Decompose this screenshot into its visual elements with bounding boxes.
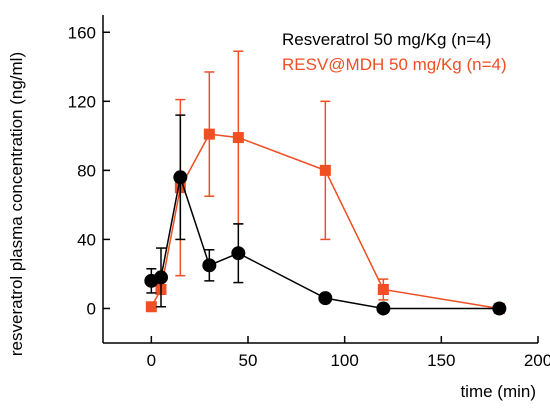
data-point — [231, 246, 246, 261]
x-tick-label: 50 — [239, 351, 258, 370]
y-tick-label: 0 — [87, 299, 96, 318]
x-tick-label: 100 — [330, 351, 358, 370]
data-point — [154, 270, 168, 285]
x-axis-label: time (min) — [460, 382, 536, 401]
y-tick-label: 40 — [77, 230, 96, 249]
y-tick-label: 120 — [68, 92, 96, 111]
data-point — [202, 258, 217, 273]
x-tick-label: 200 — [524, 351, 550, 370]
series-1 — [145, 50, 505, 314]
data-point — [203, 128, 215, 140]
data-point — [376, 301, 391, 316]
data-point — [173, 170, 188, 185]
axes: 0 40 80 120 160 0 50 100 150 200 — [68, 15, 550, 370]
x-tick-label: 150 — [427, 351, 455, 370]
y-axis-label: resveratrol plasma concentration (ng/ml) — [7, 52, 26, 356]
series-0 — [144, 114, 507, 316]
legend-label-1: RESV@MDH 50 mg/Kg (n=4) — [282, 55, 507, 74]
data-point — [377, 283, 389, 295]
legend: Resveratrol 50 mg/Kg (n=4) RESV@MDH 50 mg… — [282, 30, 507, 74]
x-tick-label: 0 — [147, 351, 156, 370]
y-tick-label: 80 — [77, 161, 96, 180]
y-tick-label: 160 — [68, 23, 96, 42]
data-point — [318, 291, 333, 306]
data-point — [492, 301, 507, 316]
legend-label-0: Resveratrol 50 mg/Kg (n=4) — [282, 30, 491, 49]
series-line — [151, 174, 500, 310]
data-point — [232, 132, 244, 144]
series-marks — [144, 50, 507, 316]
data-point — [319, 164, 331, 176]
data-point — [145, 301, 157, 313]
